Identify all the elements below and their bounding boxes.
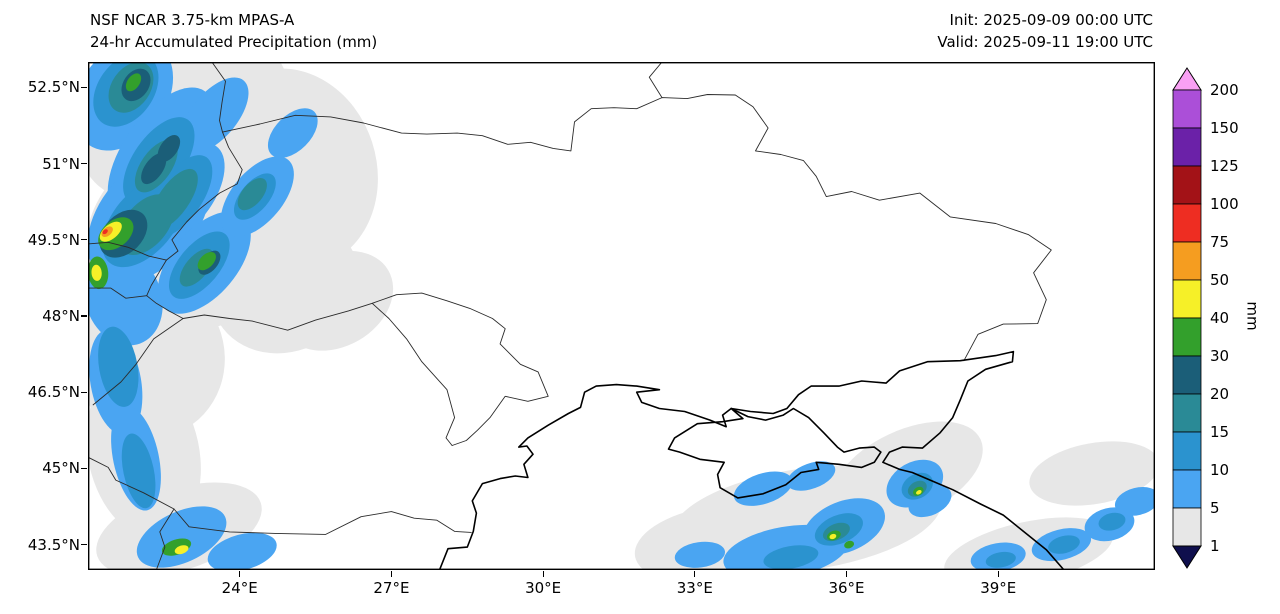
- colorbar-tick-label: 40: [1210, 309, 1230, 327]
- colorbar-tick-label: 5: [1210, 499, 1220, 517]
- model-title: NSF NCAR 3.75-km MPAS-A: [90, 11, 295, 29]
- precip-blob: [121, 433, 156, 509]
- plot-frame: [88, 62, 1155, 570]
- x-tick-mark: [997, 570, 999, 577]
- precip-blob: [916, 490, 922, 495]
- colorbar-band: [1172, 241, 1202, 281]
- y-tick-label: 51°N: [42, 154, 80, 173]
- precip-blob: [985, 551, 1016, 568]
- x-tick-label: 24°E: [221, 579, 258, 597]
- precipitation-layer: [88, 62, 1155, 570]
- precip-blob: [150, 168, 198, 230]
- precip-blob: [197, 251, 216, 271]
- precip-blob: [1098, 512, 1126, 531]
- precip-blob: [763, 545, 819, 570]
- x-tick-label: 33°E: [676, 579, 713, 597]
- colorbar-band: [1172, 165, 1202, 205]
- map-plot-area: [88, 62, 1155, 570]
- valid-time: Valid: 2025-09-11 19:00 UTC: [937, 33, 1153, 51]
- x-tick-mark: [845, 570, 848, 577]
- y-tick-mark: [81, 315, 87, 317]
- y-tick-label: 49.5°N: [27, 230, 80, 249]
- country-borders: [88, 62, 1052, 570]
- precip-blob: [125, 73, 142, 92]
- colorbar-band: [1172, 507, 1202, 547]
- precip-blob: [267, 108, 318, 158]
- y-tick-mark: [81, 391, 87, 393]
- precip-blob: [207, 532, 277, 570]
- precip-blob: [733, 471, 793, 506]
- precip-blob: [786, 461, 836, 491]
- colorbar-tick-label: 100: [1210, 195, 1239, 213]
- colorbar-band: [1172, 393, 1202, 433]
- colorbar-band: [1172, 355, 1202, 395]
- precip-blob: [1048, 535, 1080, 554]
- colorbar-band: [1172, 203, 1202, 243]
- colorbar-tick-label: 200: [1210, 81, 1239, 99]
- colorbar: [1172, 67, 1202, 569]
- colorbar-under-arrow: [1172, 545, 1202, 569]
- product-title: 24-hr Accumulated Precipitation (mm): [90, 33, 378, 51]
- precip-blob: [98, 326, 139, 407]
- y-tick-mark: [81, 544, 87, 546]
- colorbar-tick-label: 50: [1210, 271, 1230, 289]
- x-tick-label: 36°E: [828, 579, 865, 597]
- colorbar-tick-label: 15: [1210, 423, 1230, 441]
- colorbar-tick-label: 10: [1210, 461, 1230, 479]
- y-tick-label: 46.5°N: [27, 383, 80, 402]
- precip-blob: [237, 177, 267, 211]
- x-tick-mark: [390, 570, 392, 577]
- init-time: Init: 2025-09-09 00:00 UTC: [949, 11, 1153, 29]
- precip-blob: [180, 77, 249, 154]
- precip-blob: [829, 533, 837, 540]
- x-tick-label: 30°E: [525, 579, 562, 597]
- y-tick-mark: [81, 467, 87, 469]
- precip-blob: [278, 250, 394, 351]
- colorbar-band: [1172, 279, 1202, 319]
- x-tick-mark: [239, 570, 241, 577]
- colorbar-band: [1172, 469, 1202, 509]
- y-tick-label: 48°N: [42, 307, 80, 325]
- map-canvas: [88, 62, 1155, 570]
- y-tick-mark: [81, 86, 87, 88]
- precip-blob: [844, 540, 855, 549]
- colorbar-band: [1172, 431, 1202, 471]
- precip-blob: [157, 135, 181, 162]
- colorbar-tick-label: 150: [1210, 119, 1239, 137]
- x-tick-label: 39°E: [980, 579, 1017, 597]
- colorbar-unit-label: mm: [1243, 301, 1262, 331]
- x-tick-mark: [694, 570, 696, 577]
- precip-blob: [1029, 441, 1155, 506]
- precip-blob: [174, 545, 189, 555]
- y-tick-label: 43.5°N: [27, 535, 80, 554]
- precip-blob: [136, 506, 227, 568]
- precip-blob: [674, 541, 726, 568]
- colorbar-band: [1172, 317, 1202, 357]
- precip-blob: [102, 229, 108, 235]
- y-tick-label: 52.5°N: [27, 78, 80, 97]
- colorbar-over-arrow: [1172, 67, 1202, 91]
- colorbar-tick-label: 125: [1210, 157, 1239, 175]
- colorbar-band: [1172, 127, 1202, 167]
- x-tick-label: 27°E: [373, 579, 410, 597]
- colorbar-tick-label: 20: [1210, 385, 1230, 403]
- x-tick-mark: [542, 570, 544, 577]
- colorbar-tick-label: 75: [1210, 233, 1230, 251]
- colorbar-band: [1172, 89, 1202, 129]
- time-block: Init: 2025-09-09 00:00 UTC Valid: 2025-0…: [850, 9, 1153, 53]
- title-block: NSF NCAR 3.75-km MPAS-A 24-hr Accumulate…: [90, 9, 377, 53]
- y-tick-label: 45°N: [42, 459, 80, 478]
- colorbar-tick-label: 1: [1210, 537, 1220, 555]
- precip-blob: [1114, 487, 1155, 516]
- y-tick-mark: [81, 239, 87, 241]
- colorbar-tick-label: 30: [1210, 347, 1230, 365]
- precip-blob: [141, 153, 167, 185]
- precip-blob: [91, 264, 102, 281]
- coastline: [438, 350, 1065, 570]
- y-tick-mark: [81, 163, 87, 165]
